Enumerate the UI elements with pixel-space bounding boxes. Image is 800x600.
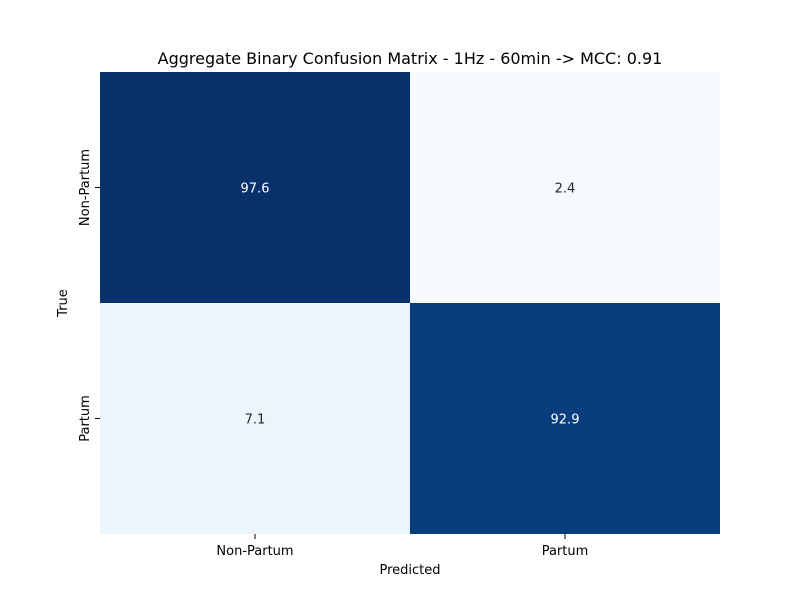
x-axis-label: Predicted [379,563,440,578]
y-tick-label: Non-Partum [78,149,93,226]
cell-value-label: 92.9 [551,413,580,428]
chart-title: Aggregate Binary Confusion Matrix - 1Hz … [158,49,663,68]
y-tick-label: Partum [78,395,93,442]
x-tick-label: Partum [542,544,589,559]
cell-value-label: 2.4 [555,182,576,197]
y-axis-label: True [56,289,71,318]
heatmap-cells: 97.6 2.4 7.1 92.9 [100,72,720,534]
heatmap-cell [410,303,720,534]
heatmap-cell [410,72,720,303]
x-tick-label: Non-Partum [216,544,293,559]
heatmap-cell [100,72,410,303]
heatmap-cell [100,303,410,534]
cell-value-label: 97.6 [241,182,270,197]
cell-value-label: 7.1 [245,413,266,428]
axis-ticks: Non-Partum Partum Non-Partum Partum [78,149,588,559]
